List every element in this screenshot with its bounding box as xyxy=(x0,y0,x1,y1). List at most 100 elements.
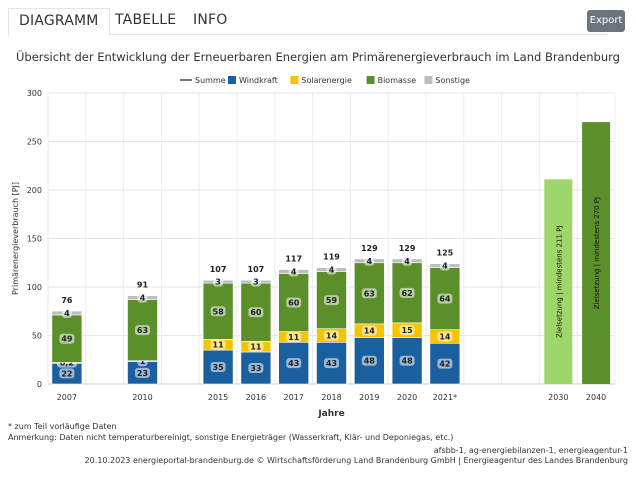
data-label: 4 xyxy=(140,294,146,303)
data-label: 59 xyxy=(326,296,338,305)
data-label-bg xyxy=(399,325,415,336)
data-label: 58 xyxy=(213,307,225,316)
data-label-bg xyxy=(399,287,415,298)
summe-label: 91 xyxy=(137,281,149,290)
data-label-bg xyxy=(248,341,264,352)
data-label-bg xyxy=(248,362,264,373)
target-label: Zielsetzung | mindestens 270 PJ xyxy=(593,197,601,309)
x-tick-label: 2040 xyxy=(586,393,606,402)
data-label: 33 xyxy=(250,364,261,373)
data-label: 4 xyxy=(404,257,410,266)
data-label-bg xyxy=(210,362,226,373)
data-label-bg xyxy=(288,266,299,277)
x-tick-label: 2030 xyxy=(548,393,568,402)
legend-swatch xyxy=(366,76,375,84)
summe-label: 119 xyxy=(323,253,340,262)
data-label: 42 xyxy=(439,360,450,369)
data-label: 62 xyxy=(402,289,413,298)
y-tick-label: 250 xyxy=(27,138,42,147)
data-label-bg xyxy=(361,355,377,366)
data-label-bg xyxy=(286,358,302,369)
tab-tabelle[interactable]: TABELLE xyxy=(115,12,177,28)
data-label-bg xyxy=(361,325,377,336)
data-label-bg xyxy=(210,339,226,350)
x-tick-label: 2020 xyxy=(397,393,417,402)
data-label-bg xyxy=(135,325,150,336)
summe-label: 117 xyxy=(285,255,302,264)
x-tick-label: 2010 xyxy=(132,393,152,402)
legend-swatch xyxy=(424,76,433,84)
data-label-bg xyxy=(437,293,453,304)
data-label-bg xyxy=(248,307,264,318)
data-label: 1 xyxy=(140,357,146,366)
data-label: 63 xyxy=(137,326,148,335)
data-label-bg xyxy=(324,330,339,341)
data-label-bg xyxy=(213,276,224,287)
data-label: 23 xyxy=(137,369,148,378)
data-label: 3 xyxy=(253,278,259,287)
summe-label: 125 xyxy=(437,249,454,258)
data-label: 14 xyxy=(439,332,451,341)
data-label-bg xyxy=(59,333,75,344)
data-label-bg xyxy=(135,367,150,378)
data-label: 43 xyxy=(288,359,299,368)
data-label-bg xyxy=(361,288,377,299)
target-bar-2040 xyxy=(582,122,611,384)
y-tick-label: 100 xyxy=(27,283,42,292)
target-label: Zielsetzung | mindestens 211 PJ xyxy=(555,226,563,338)
data-label-bg xyxy=(439,260,450,271)
data-label-bg xyxy=(402,255,413,266)
y-axis-label: Primärenergieverbrauch [PJ] xyxy=(11,182,20,295)
data-label-bg xyxy=(324,358,339,369)
x-axis-label: Jahre xyxy=(317,409,344,419)
tab-info[interactable]: INFO xyxy=(193,12,228,28)
tab-bar: DIAGRAMM TABELLE INFO xyxy=(8,8,608,36)
export-button[interactable]: Export xyxy=(587,10,625,32)
data-label: 35 xyxy=(213,363,225,372)
data-label-bg xyxy=(437,331,453,342)
data-label: 48 xyxy=(364,357,376,366)
tab-diagramm[interactable]: DIAGRAMM xyxy=(8,8,110,36)
data-label-bg xyxy=(324,295,339,306)
legend-swatch xyxy=(228,76,236,84)
data-label: 43 xyxy=(326,359,337,368)
data-label: 15 xyxy=(402,326,414,335)
data-label: 11 xyxy=(288,333,300,342)
data-label-bg xyxy=(59,368,75,379)
y-tick-label: 0 xyxy=(37,380,42,389)
data-label: 4 xyxy=(291,267,297,276)
data-label: 60 xyxy=(250,308,262,317)
data-label-bg xyxy=(399,355,415,366)
data-label-bg xyxy=(137,292,148,303)
legend-biomasse: Biomasse xyxy=(378,76,417,85)
data-label-bg xyxy=(326,264,337,275)
y-tick-label: 150 xyxy=(27,235,42,244)
data-label: 4 xyxy=(442,262,448,271)
sources: afsbb-1, ag-energiebilanzen-1, energieag… xyxy=(433,446,628,455)
data-label: 22 xyxy=(61,369,72,378)
x-tick-label: 2016 xyxy=(246,393,266,402)
summe-label: 107 xyxy=(248,265,265,274)
data-label-bg xyxy=(286,297,302,308)
legend-solarenergie: Solarenergie xyxy=(301,76,352,85)
y-tick-label: 300 xyxy=(27,89,42,98)
x-tick-label: 2019 xyxy=(359,393,379,402)
summe-label: 107 xyxy=(210,265,227,274)
x-tick-label: 2018 xyxy=(321,393,341,402)
data-label: 60 xyxy=(288,299,300,308)
data-label: 4 xyxy=(329,266,335,275)
data-label-bg xyxy=(437,358,453,369)
legend-swatch xyxy=(290,76,299,84)
chart-title: Übersicht der Entwicklung der Erneuerbar… xyxy=(16,50,620,64)
data-label: 14 xyxy=(326,332,338,341)
data-label: 11 xyxy=(250,343,262,352)
data-label-bg xyxy=(286,331,302,342)
data-label: 49 xyxy=(61,335,73,344)
summe-label: 129 xyxy=(399,244,416,253)
credit: 20.10.2023 energieportal-brandenburg.de … xyxy=(84,456,628,465)
legend-summe: Summe xyxy=(195,76,226,85)
summe-label: 129 xyxy=(361,244,378,253)
data-label: 14 xyxy=(364,327,376,336)
legend-sonstige: Sonstige xyxy=(435,76,470,85)
